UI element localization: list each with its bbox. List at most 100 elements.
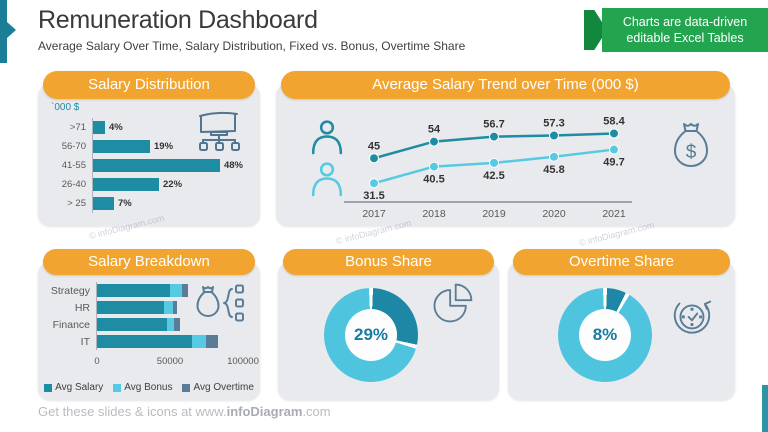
legend-item: Avg Salary xyxy=(44,382,103,393)
bar-track: 4% xyxy=(92,118,243,137)
axis-tick: 0 xyxy=(94,356,100,367)
legend-label: Avg Salary xyxy=(55,382,104,393)
bonus-donut-hole: 29% xyxy=(345,309,397,361)
bonus-share-value: 29% xyxy=(353,325,389,344)
legend-item: Avg Overtime xyxy=(182,382,254,393)
bar-value-label: 4% xyxy=(109,122,123,133)
bar-segment xyxy=(174,318,181,331)
person-light-icon xyxy=(311,162,343,197)
bar xyxy=(93,197,114,210)
legend-swatch xyxy=(182,383,191,392)
svg-text:2018: 2018 xyxy=(422,208,446,220)
bar-segment xyxy=(191,335,207,348)
svg-text:58.4: 58.4 xyxy=(603,115,625,127)
money-bag-icon: $ xyxy=(674,123,708,167)
svg-text:$: $ xyxy=(686,142,697,163)
legend-label: Avg Bonus xyxy=(124,382,173,393)
bar-segment xyxy=(206,335,219,348)
bar-segment xyxy=(97,284,170,297)
salary-breakdown-title: Salary Breakdown xyxy=(43,249,255,275)
svg-text:31.5: 31.5 xyxy=(363,190,384,202)
distribution-row: >71 4% xyxy=(48,118,243,137)
header: Remuneration Dashboard Average Salary Ov… xyxy=(38,6,465,53)
bar-value-label: 19% xyxy=(154,141,174,152)
svg-text:45: 45 xyxy=(368,140,380,152)
svg-text:2019: 2019 xyxy=(482,208,506,220)
overtime-clock-icon xyxy=(673,300,712,334)
bar-track xyxy=(96,316,243,333)
breakdown-row: IT xyxy=(48,333,243,350)
svg-text:2021: 2021 xyxy=(602,208,626,220)
bar-track xyxy=(96,333,243,350)
page-subtitle: Average Salary Over Time, Salary Distrib… xyxy=(38,39,466,53)
category-label: IT xyxy=(80,335,90,348)
breakdown-row: Strategy xyxy=(48,282,243,299)
distribution-row: 26-40 22% xyxy=(48,175,243,194)
salary-breakdown-panel: Salary Breakdown Strategy HR Finance IT 0 50… xyxy=(38,249,260,400)
salary-distribution-panel: Salary Distribution `000 $ >71 4% 56-70 19%… xyxy=(38,71,260,226)
breakdown-rows: Strategy HR Finance IT xyxy=(48,282,243,352)
axis-tick: 50000 xyxy=(156,356,184,367)
svg-text:57.3: 57.3 xyxy=(543,117,564,129)
money-bag-tree-icon xyxy=(196,284,244,322)
bar-value-label: 22% xyxy=(163,179,183,190)
bar-track: 48% xyxy=(92,156,243,175)
bar-track: 22% xyxy=(92,175,243,194)
ribbon-banner: Charts are data-driven editable Excel Ta… xyxy=(602,8,768,52)
page-title: Remuneration Dashboard xyxy=(38,6,318,34)
salary-distribution-title: Salary Distribution xyxy=(43,71,255,99)
distribution-row: > 25 7% xyxy=(48,194,243,213)
salary-trend-title: Average Salary Trend over Time (000 $) xyxy=(281,71,730,99)
bar-segment xyxy=(167,318,175,331)
left-accent-bar xyxy=(0,0,7,63)
distribution-row: 41-55 48% xyxy=(48,156,243,175)
legend-label: Avg Overtime xyxy=(193,382,254,393)
footer-link: Get these slides & icons at www.infoDiag… xyxy=(38,404,331,419)
svg-text:42.5: 42.5 xyxy=(483,170,504,182)
bar xyxy=(93,159,220,172)
bonus-share-panel: Bonus Share 29% xyxy=(278,249,499,400)
category-label: >71 xyxy=(69,122,86,133)
bar xyxy=(93,178,159,191)
category-label: Strategy xyxy=(50,284,90,297)
left-accent-arrow-icon xyxy=(7,22,16,38)
svg-text:56.7: 56.7 xyxy=(483,119,504,131)
category-label: 26-40 xyxy=(61,179,86,190)
bar-segment xyxy=(97,301,165,314)
ribbon-line1: Charts are data-driven xyxy=(622,15,748,29)
axis-tick: 100000 xyxy=(227,356,259,367)
svg-text:40.5: 40.5 xyxy=(423,174,444,186)
svg-text:2020: 2020 xyxy=(542,208,566,220)
bar-segment xyxy=(170,284,182,297)
bonus-share-title: Bonus Share xyxy=(283,249,494,275)
trend-line-chart: 2017 2018 2019 2020 2021 45 54 56.7 57.3 58.4 31.5… xyxy=(344,115,632,220)
overtime-share-value: 8% xyxy=(592,325,618,344)
overtime-share-title: Overtime Share xyxy=(513,249,730,275)
bar-track: 7% xyxy=(92,194,243,213)
category-label: Finance xyxy=(52,318,90,331)
overtime-donut-hole: 8% xyxy=(579,309,631,361)
breakdown-legend: Avg Salary Avg Bonus Avg Overtime xyxy=(38,382,260,393)
bar-segment xyxy=(181,284,188,297)
bottom-right-accent-bar xyxy=(762,385,768,432)
distribution-rows: >71 4% 56-70 19% 41-55 48% 26-40 22% > 25 7% xyxy=(48,118,243,216)
bar-segment xyxy=(172,301,178,314)
unit-label: `000 $ xyxy=(51,102,80,113)
overtime-share-panel: 8% Overtime Share xyxy=(508,249,735,400)
footer-suffix: .com xyxy=(302,404,331,419)
overtime_share-donut: 8% xyxy=(558,288,652,382)
footer-prefix: Get these slides & icons at www. xyxy=(38,404,227,419)
bar-value-label: 7% xyxy=(118,198,132,209)
bar-segment xyxy=(97,335,192,348)
bar-segment xyxy=(97,318,168,331)
legend-swatch xyxy=(44,383,53,392)
breakdown-row: HR xyxy=(48,299,243,316)
category-label: 41-55 xyxy=(61,160,86,171)
bonus_share-donut: 29% xyxy=(324,288,418,382)
legend-item: Avg Bonus xyxy=(113,382,172,393)
category-label: HR xyxy=(74,301,90,314)
svg-text:45.8: 45.8 xyxy=(543,164,564,176)
breakdown-ticks: 0 50000 100000 xyxy=(94,356,259,368)
bar-track xyxy=(96,282,243,299)
